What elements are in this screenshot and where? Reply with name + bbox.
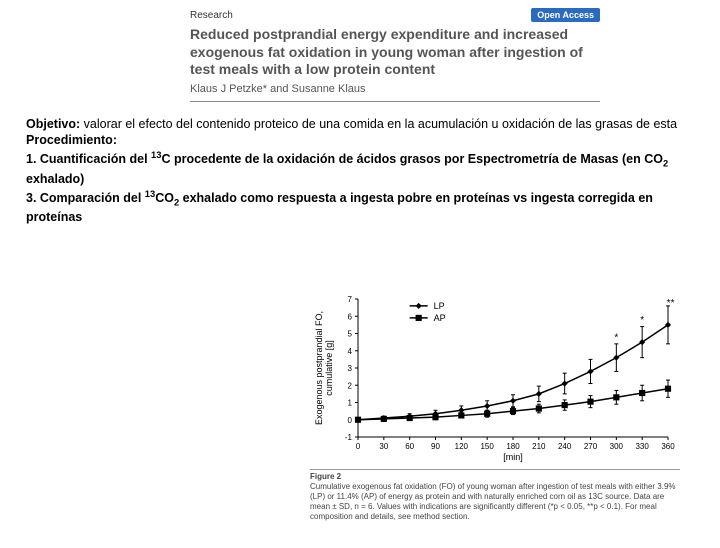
figure-2: 0306090120150180210240270300330360-10123… <box>310 293 680 522</box>
svg-text:360: 360 <box>661 442 675 451</box>
svg-text:0: 0 <box>348 416 353 425</box>
svg-text:4: 4 <box>348 347 353 356</box>
slide-body: Objetivo: valorar el efecto del contenid… <box>26 116 680 226</box>
chart-svg: 0306090120150180210240270300330360-10123… <box>310 293 680 463</box>
p3a: 3. Comparación del <box>26 191 145 205</box>
svg-text:1: 1 <box>348 399 353 408</box>
svg-text:**: ** <box>667 298 675 309</box>
figure-caption: Figure 2 Cumulative exogenous fat oxidat… <box>310 469 680 522</box>
svg-text:210: 210 <box>532 442 546 451</box>
p1c: exhalado) <box>26 172 84 186</box>
svg-text:300: 300 <box>610 442 624 451</box>
svg-text:90: 90 <box>431 442 440 451</box>
svg-text:7: 7 <box>348 295 353 304</box>
svg-text:30: 30 <box>379 442 388 451</box>
svg-text:150: 150 <box>480 442 494 451</box>
svg-text:0: 0 <box>356 442 361 451</box>
open-access-badge: Open Access <box>531 8 600 22</box>
p1a: 1. Cuantificación del <box>26 152 151 166</box>
p1b: C procedente de la oxidación de ácidos g… <box>161 152 663 166</box>
figure-caption-text: Cumulative exogenous fat oxidation (FO) … <box>310 482 676 521</box>
svg-text:Exogenous postprandial FO,cumu: Exogenous postprandial FO,cumulative [g] <box>314 311 334 425</box>
svg-text:2: 2 <box>348 381 353 390</box>
svg-text:LP: LP <box>434 301 445 311</box>
svg-text:*: * <box>640 315 644 326</box>
svg-text:6: 6 <box>348 312 353 321</box>
research-label: Research <box>190 10 233 21</box>
svg-text:3: 3 <box>348 364 353 373</box>
svg-text:-1: -1 <box>345 433 353 442</box>
objetivo-label: Objetivo: <box>26 117 80 131</box>
objetivo-text: valorar el efecto del contenido proteico… <box>80 117 677 131</box>
paper-title: Reduced postprandial energy expenditure … <box>190 26 600 79</box>
svg-text:[min]: [min] <box>503 452 523 462</box>
p1sub: 2 <box>663 159 668 169</box>
p1iso: 13 <box>151 150 161 160</box>
svg-text:5: 5 <box>348 330 353 339</box>
svg-text:AP: AP <box>434 313 446 323</box>
header-rule <box>190 101 600 102</box>
procedimiento-label: Procedimiento: <box>26 133 117 147</box>
svg-text:120: 120 <box>455 442 469 451</box>
svg-text:180: 180 <box>506 442 520 451</box>
p3iso: 13 <box>145 188 155 198</box>
svg-text:240: 240 <box>558 442 572 451</box>
figure-label: Figure 2 <box>310 472 680 482</box>
paper-authors: Klaus J Petzke* and Susanne Klaus <box>190 83 600 95</box>
svg-text:330: 330 <box>635 442 649 451</box>
svg-text:*: * <box>614 332 618 343</box>
p3b: CO <box>155 191 174 205</box>
proc-3: 3. Comparación del 13CO2 exhalado como r… <box>26 191 653 224</box>
proc-1: 1. Cuantificación del 13C procedente de … <box>26 152 668 185</box>
svg-text:270: 270 <box>584 442 598 451</box>
svg-text:60: 60 <box>405 442 414 451</box>
